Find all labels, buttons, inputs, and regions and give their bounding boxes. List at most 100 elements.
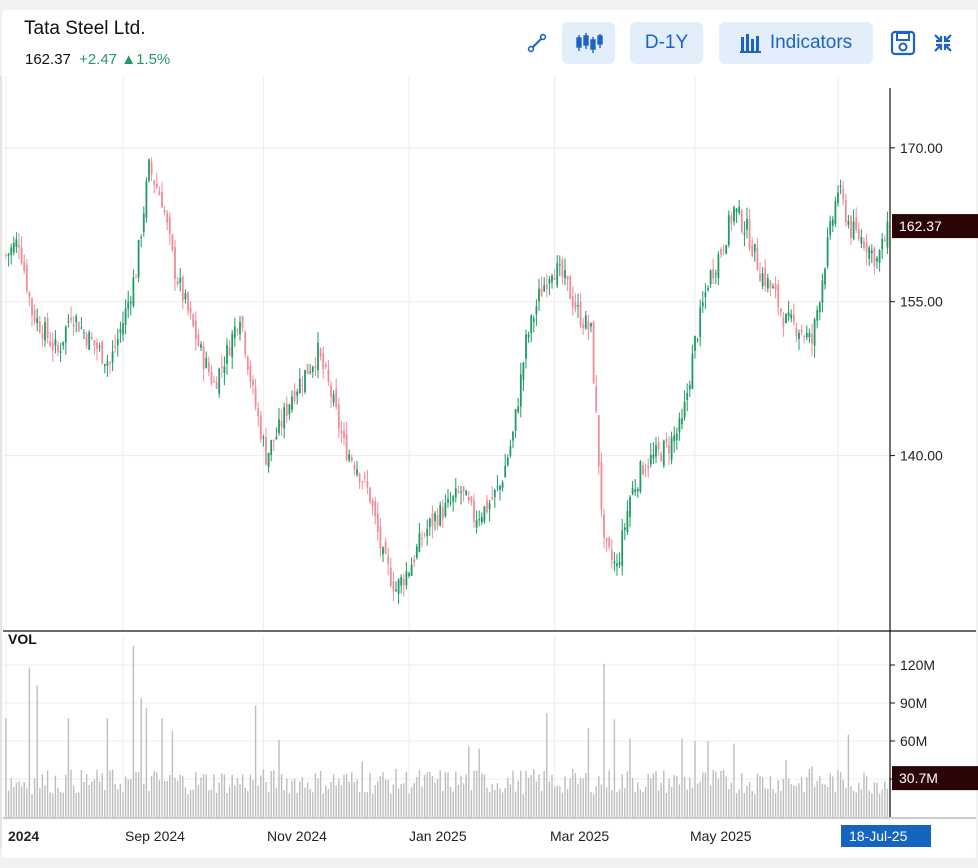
candle-body	[49, 341, 52, 347]
volume-bar	[345, 774, 348, 817]
candle-body	[389, 567, 392, 586]
candle-body	[337, 404, 340, 429]
candle-body	[413, 559, 416, 563]
x-tick-label: May 2025	[690, 828, 752, 844]
candle-body	[90, 337, 93, 339]
candle-body	[811, 334, 813, 344]
candle-body	[293, 390, 296, 402]
save-button[interactable]	[886, 22, 920, 64]
volume-bar	[215, 793, 218, 817]
volume-bar	[93, 779, 96, 817]
volume-bar	[20, 786, 23, 817]
volume-bar	[878, 793, 881, 817]
candle-body	[759, 273, 761, 282]
candle-body	[595, 386, 598, 412]
candle-body	[831, 219, 834, 226]
candle-body	[421, 537, 423, 540]
candle-body	[886, 221, 889, 248]
draw-tool-button[interactable]	[522, 22, 552, 64]
volume-bar	[143, 783, 145, 817]
candle-body	[655, 445, 657, 457]
volume-bar	[696, 783, 699, 817]
candle-body	[96, 342, 98, 349]
candle-body	[571, 295, 574, 308]
candle-body	[616, 563, 618, 567]
candle-body	[522, 362, 525, 380]
candle-body	[839, 185, 842, 188]
candle-body	[301, 384, 304, 386]
candle-body	[735, 208, 738, 213]
candle-body	[288, 404, 291, 415]
candle-body	[15, 239, 18, 247]
volume-bar	[421, 786, 423, 817]
volume-bar	[13, 787, 15, 817]
candle-body	[501, 482, 504, 488]
candle-body	[249, 366, 252, 382]
volume-bar	[348, 781, 350, 817]
volume-bar	[460, 775, 462, 817]
volume-bar	[176, 780, 179, 817]
volume-bar	[322, 793, 324, 817]
chart-type-button[interactable]	[562, 22, 615, 64]
volume-bar	[213, 774, 215, 817]
volume-bar	[556, 785, 558, 817]
volume-bar	[33, 778, 36, 817]
candle-body	[579, 302, 582, 326]
candle-body	[478, 518, 481, 520]
volume-bar	[36, 685, 38, 817]
volume-bar	[587, 728, 590, 817]
volume-bar	[738, 789, 740, 817]
volume-bar	[397, 788, 400, 817]
volume-bar	[408, 793, 410, 817]
candle-body	[23, 262, 26, 271]
volume-bar	[7, 790, 10, 817]
volume-bar	[208, 790, 210, 817]
candle-body	[566, 275, 569, 280]
candle-body	[727, 214, 730, 245]
volume-bar	[119, 783, 122, 817]
candle-body	[553, 277, 556, 280]
candle-body	[863, 241, 865, 248]
collapse-button[interactable]	[928, 22, 958, 64]
candle-body	[153, 180, 156, 185]
volume-bar	[642, 792, 644, 817]
candle-body	[272, 439, 275, 442]
volume-bar	[335, 785, 337, 817]
volume-bar	[707, 741, 709, 817]
candle-body	[350, 457, 353, 461]
volume-bar	[72, 785, 75, 817]
candle-body	[239, 321, 241, 335]
volume-bar	[236, 777, 239, 817]
volume-bar	[309, 789, 311, 817]
line-draw-icon	[527, 33, 547, 53]
candle-body	[77, 322, 80, 332]
candle-body	[194, 320, 197, 340]
candle-body	[582, 324, 585, 329]
candle-body	[714, 273, 717, 275]
volume-bar	[447, 772, 449, 817]
candle-body	[155, 183, 158, 188]
period-button[interactable]: D-1Y	[630, 22, 703, 64]
volume-bar	[231, 775, 233, 817]
candle-body	[493, 489, 496, 498]
volume-bar	[868, 790, 870, 817]
candle-body	[114, 345, 117, 348]
volume-bar	[709, 785, 712, 817]
candle-body	[449, 502, 452, 504]
candle-body	[254, 388, 257, 408]
indicators-button[interactable]: Indicators	[719, 22, 873, 64]
volume-bar	[494, 789, 496, 817]
volume-bar	[59, 791, 62, 817]
volume-bar	[826, 786, 829, 817]
candle-body	[805, 332, 808, 338]
volume-bar	[624, 788, 626, 817]
candle-body	[564, 270, 566, 279]
candle-body	[166, 212, 169, 223]
volume-bar	[52, 793, 54, 817]
candle-body	[756, 247, 759, 270]
candle-body	[834, 201, 837, 224]
volume-bar	[865, 776, 868, 817]
candle-body	[764, 267, 767, 287]
vol-tick-label: 120M	[900, 657, 935, 673]
